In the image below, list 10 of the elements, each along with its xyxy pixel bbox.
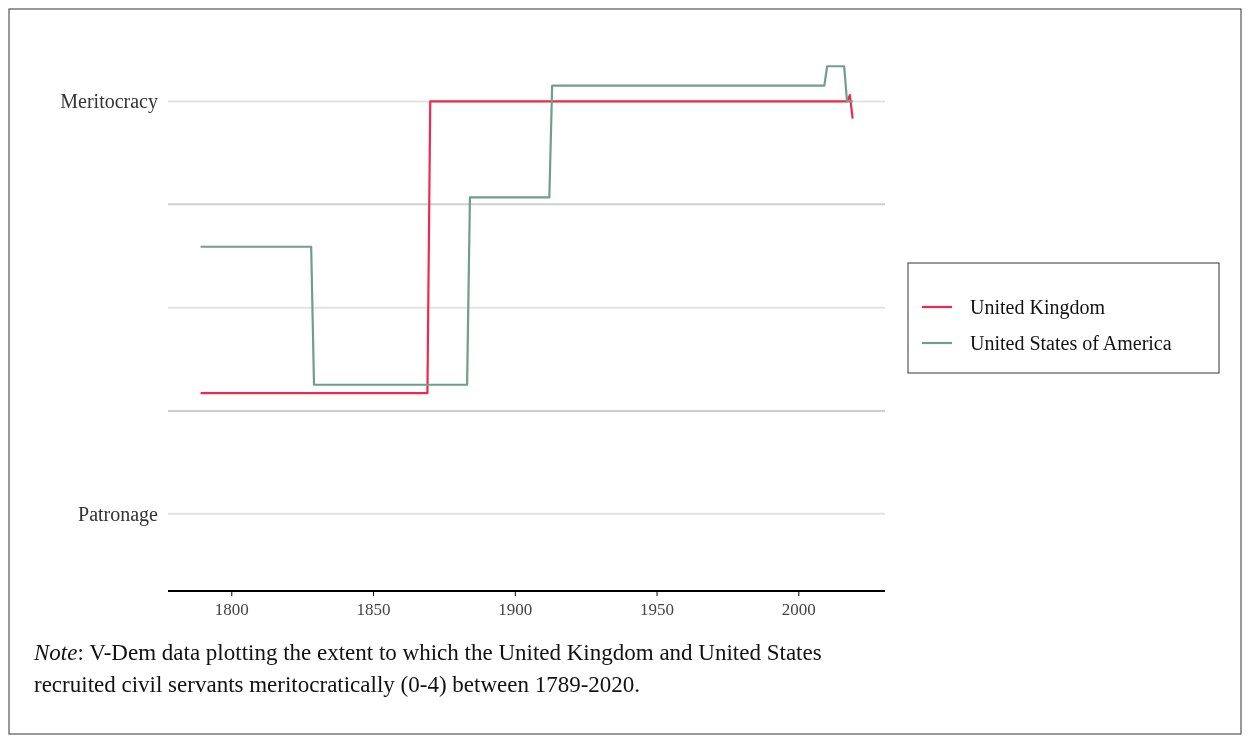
- x-tick-label: 1950: [640, 600, 675, 619]
- x-tick-label: 2000: [781, 600, 816, 619]
- ref-line-label: Meritocracy: [60, 90, 158, 114]
- text: Note: V-Dem data plotting the extent to which the United Kingdom and United States recruited civil servants meritocratically (0-4) between 1789-2020.: [33, 640, 822, 697]
- ref-line-label: Patronage: [78, 502, 159, 526]
- x-tick-label: 1850: [356, 600, 391, 619]
- legend-label: United Kingdom: [970, 296, 1106, 319]
- legend-label: United States of America: [970, 332, 1172, 354]
- x-tick-label: 1800: [214, 600, 249, 619]
- x-tick-label: 1900: [498, 600, 533, 619]
